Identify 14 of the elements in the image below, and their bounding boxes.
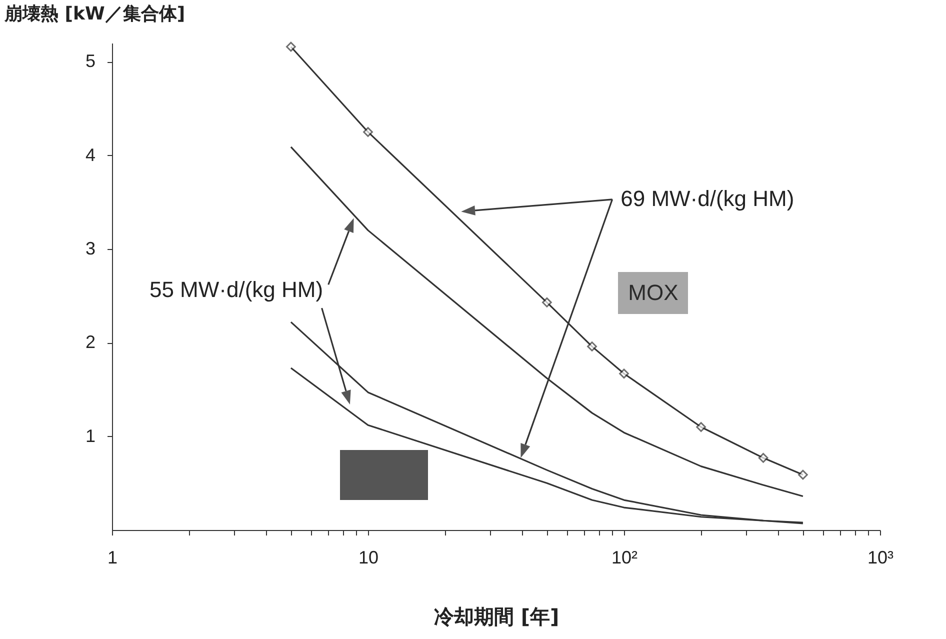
- annotation: MOX: [618, 272, 688, 314]
- y-tick-label: 5: [85, 51, 96, 72]
- y-axis-title: 崩壊熱 [kW／集合体]: [4, 4, 186, 24]
- annotation: 55 MW·d/(kg HM): [149, 277, 324, 304]
- y-tick-label: 2: [85, 332, 96, 352]
- y-tick-label: 4: [85, 144, 96, 165]
- x-tick-label: 10³: [867, 548, 894, 568]
- y-tick-label: 1: [85, 426, 96, 446]
- x-axis-title: 冷却期間 [年]: [434, 604, 560, 628]
- annotation: 69 MW·d/(kg HM): [620, 186, 794, 212]
- y-tick-label: 3: [85, 238, 96, 259]
- x-tick-label: 1: [107, 548, 118, 568]
- x-tick-label: 10: [358, 548, 379, 568]
- x-tick-label: 10²: [611, 548, 638, 568]
